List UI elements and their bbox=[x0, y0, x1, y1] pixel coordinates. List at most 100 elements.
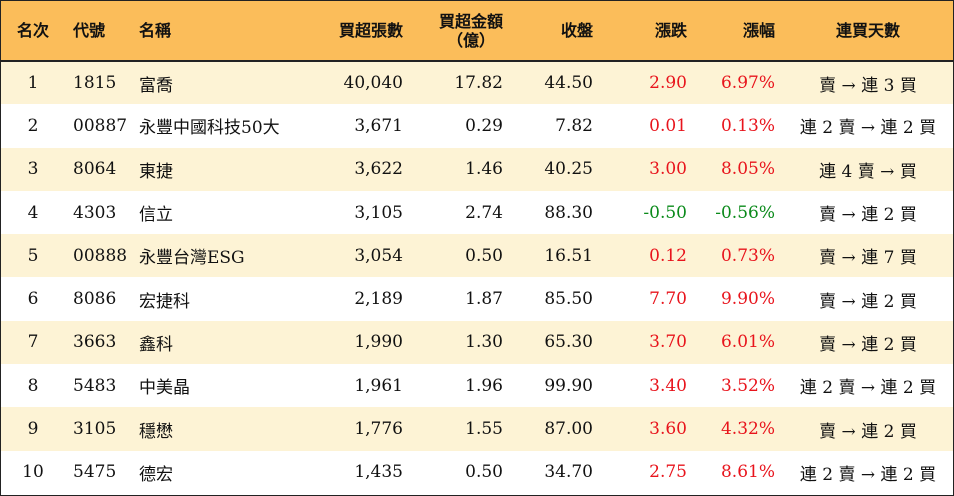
table-row[interactable]: 8 5483 中美晶 1,961 1.96 99.90 3.40 3.52% 連… bbox=[1, 364, 953, 408]
cell-buy-amount: 1.87 bbox=[465, 289, 503, 310]
cell-buy-lots: 3,105 bbox=[354, 202, 403, 223]
cell-buy-amount: 1.55 bbox=[465, 419, 503, 440]
cell-streak: 連 2 賣 → 連 2 買 bbox=[799, 378, 937, 399]
cell-close: 65.30 bbox=[544, 332, 593, 353]
cell-name: 鑫科 bbox=[139, 334, 173, 355]
cell-change: 2.90 bbox=[649, 73, 687, 94]
cell-code: 3105 bbox=[73, 419, 117, 440]
cell-change-pct: 8.61% bbox=[720, 462, 775, 483]
header-buy-lots[interactable]: 買超張數 bbox=[303, 1, 411, 62]
cell-name: 東捷 bbox=[139, 161, 173, 182]
table-row[interactable]: 7 3663 鑫科 1,990 1.30 65.30 3.70 6.01% 賣 … bbox=[1, 320, 953, 365]
cell-buy-lots: 3,671 bbox=[354, 115, 403, 136]
header-change-pct[interactable]: 漲幅 bbox=[695, 1, 783, 62]
header-code[interactable]: 代號 bbox=[65, 1, 133, 62]
cell-change: 3.70 bbox=[649, 332, 687, 353]
cell-close: 87.00 bbox=[544, 419, 593, 440]
cell-name: 宏捷科 bbox=[139, 291, 190, 312]
cell-buy-amount: 17.82 bbox=[454, 73, 503, 94]
cell-streak: 賣 → 連 3 買 bbox=[819, 75, 917, 96]
cell-code: 1815 bbox=[73, 73, 117, 94]
table-row[interactable]: 1 1815 富喬 40,040 17.82 44.50 2.90 6.97% … bbox=[1, 61, 953, 105]
cell-buy-amount: 1.96 bbox=[465, 375, 503, 396]
cell-streak: 賣 → 連 2 買 bbox=[819, 421, 917, 442]
cell-streak: 賣 → 連 7 買 bbox=[819, 248, 917, 269]
cell-code: 00888 bbox=[73, 245, 128, 266]
header-close[interactable]: 收盤 bbox=[511, 1, 601, 62]
cell-buy-amount: 0.50 bbox=[465, 462, 503, 483]
table-header-row: 名次 代號 名稱 買超張數 買超金額 （億） 收盤 漲跌 漲幅 連買天數 bbox=[1, 1, 953, 62]
cell-buy-lots: 1,776 bbox=[354, 419, 403, 440]
cell-streak: 賣 → 連 2 買 bbox=[819, 291, 917, 312]
cell-rank: 10 bbox=[22, 462, 44, 483]
header-rank[interactable]: 名次 bbox=[1, 1, 65, 62]
cell-buy-amount: 1.30 bbox=[465, 332, 503, 353]
cell-buy-lots: 1,990 bbox=[354, 332, 403, 353]
cell-buy-lots: 40,040 bbox=[343, 73, 403, 94]
table-row[interactable]: 9 3105 穩懋 1,776 1.55 87.00 3.60 4.32% 賣 … bbox=[1, 407, 953, 451]
cell-change: 2.75 bbox=[649, 462, 687, 483]
cell-change-pct: 4.32% bbox=[720, 419, 775, 440]
header-buy-amount[interactable]: 買超金額 （億） bbox=[411, 1, 511, 62]
cell-close: 40.25 bbox=[544, 159, 593, 180]
cell-buy-amount: 1.46 bbox=[465, 159, 503, 180]
cell-change-pct: 0.13% bbox=[720, 115, 775, 136]
cell-buy-lots: 2,189 bbox=[354, 289, 403, 310]
header-buy-amount-line1: 買超金額 bbox=[438, 11, 503, 31]
cell-close: 34.70 bbox=[544, 462, 593, 483]
cell-buy-lots: 1,961 bbox=[354, 375, 403, 396]
cell-streak: 連 4 賣 → 買 bbox=[819, 161, 917, 182]
cell-change-pct: 9.90% bbox=[720, 289, 775, 310]
table-body: 1 1815 富喬 40,040 17.82 44.50 2.90 6.97% … bbox=[1, 61, 953, 494]
cell-rank: 8 bbox=[27, 375, 39, 396]
cell-rank: 5 bbox=[27, 245, 39, 266]
table-row[interactable]: 2 00887 永豐中國科技50大 3,671 0.29 7.82 0.01 0… bbox=[1, 104, 953, 148]
table-row[interactable]: 4 4303 信立 3,105 2.74 88.30 -0.50 -0.56% … bbox=[1, 190, 953, 235]
cell-buy-amount: 0.50 bbox=[465, 245, 503, 266]
cell-name: 富喬 bbox=[139, 75, 173, 96]
cell-change: 3.40 bbox=[649, 375, 687, 396]
cell-rank: 7 bbox=[27, 332, 39, 353]
table-row[interactable]: 6 8086 宏捷科 2,189 1.87 85.50 7.70 9.90% 賣… bbox=[1, 277, 953, 321]
cell-streak: 連 2 賣 → 連 2 買 bbox=[799, 464, 937, 485]
cell-change: 0.12 bbox=[649, 245, 687, 266]
cell-name: 中美晶 bbox=[139, 378, 190, 399]
cell-change: 0.01 bbox=[649, 115, 687, 136]
cell-rank: 4 bbox=[27, 202, 39, 223]
cell-change-pct: -0.56% bbox=[715, 202, 775, 223]
cell-change-pct: 3.52% bbox=[720, 375, 775, 396]
cell-change-pct: 6.97% bbox=[720, 73, 775, 94]
cell-code: 8064 bbox=[73, 159, 117, 180]
cell-change-pct: 6.01% bbox=[720, 332, 775, 353]
cell-change: 3.60 bbox=[649, 419, 687, 440]
cell-close: 7.82 bbox=[555, 115, 593, 136]
cell-rank: 1 bbox=[27, 73, 39, 94]
cell-change-pct: 0.73% bbox=[720, 245, 775, 266]
cell-buy-amount: 0.29 bbox=[465, 115, 503, 136]
cell-buy-lots: 3,622 bbox=[354, 159, 403, 180]
cell-name: 信立 bbox=[139, 205, 173, 226]
cell-code: 5483 bbox=[73, 375, 117, 396]
cell-close: 85.50 bbox=[544, 289, 593, 310]
cell-name: 永豐台灣ESG bbox=[139, 248, 245, 269]
cell-streak: 連 2 賣 → 連 2 買 bbox=[799, 118, 937, 139]
table-row[interactable]: 10 5475 德宏 1,435 0.50 34.70 2.75 8.61% 連… bbox=[1, 450, 953, 494]
header-streak[interactable]: 連買天數 bbox=[783, 1, 953, 62]
table-row[interactable]: 3 8064 東捷 3,622 1.46 40.25 3.00 8.05% 連 … bbox=[1, 147, 953, 191]
header-name[interactable]: 名稱 bbox=[133, 1, 303, 62]
header-change[interactable]: 漲跌 bbox=[601, 1, 695, 62]
cell-close: 99.90 bbox=[544, 375, 593, 396]
cell-code: 8086 bbox=[73, 289, 117, 310]
cell-name: 永豐中國科技50大 bbox=[139, 118, 280, 139]
cell-code: 5475 bbox=[73, 462, 117, 483]
header-buy-amount-line2: （億） bbox=[446, 30, 495, 50]
cell-change: 7.70 bbox=[649, 289, 687, 310]
cell-rank: 6 bbox=[27, 289, 39, 310]
table-row[interactable]: 5 00888 永豐台灣ESG 3,054 0.50 16.51 0.12 0.… bbox=[1, 234, 953, 278]
cell-buy-lots: 3,054 bbox=[354, 245, 403, 266]
cell-streak: 賣 → 連 2 買 bbox=[819, 205, 917, 226]
cell-rank: 9 bbox=[27, 419, 39, 440]
cell-streak: 賣 → 連 2 買 bbox=[819, 334, 917, 355]
